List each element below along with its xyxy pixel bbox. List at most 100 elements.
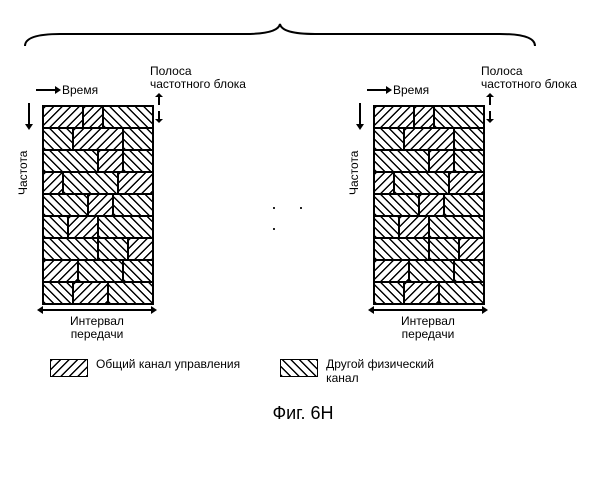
grid-cell [374, 172, 394, 194]
grid-row [374, 238, 484, 260]
grid-cell [123, 260, 153, 282]
legend-other-l2: канал [326, 371, 359, 385]
freq-label: Частота [16, 151, 30, 195]
band-label: Полоса частотного блока [150, 65, 246, 91]
time-arrow [36, 89, 56, 91]
grid-cell [88, 194, 113, 216]
grid-row [374, 282, 484, 304]
grid-row [43, 194, 153, 216]
interval-l2: передачи [402, 327, 455, 341]
band-label-l1: Полоса [481, 64, 523, 78]
grid-cell [43, 172, 63, 194]
grid-wrap-left [42, 105, 255, 305]
grid-cell [414, 106, 434, 128]
grid-cell [454, 150, 484, 172]
grid-cell [429, 150, 454, 172]
grid-row [374, 150, 484, 172]
panel-left: Время Полоса частотного блока Частота Ин… [20, 65, 255, 341]
grid-cell [68, 216, 98, 238]
grid-cell [404, 282, 439, 304]
grid-cell [73, 128, 123, 150]
legend-other-label: Другой физический канал [326, 357, 434, 385]
grid-cell [399, 216, 429, 238]
top-labels-right: Время Полоса частотного блока [351, 65, 586, 105]
band-label-l1: Полоса [150, 64, 192, 78]
swatch-common-icon [50, 359, 88, 377]
grid-cell [374, 282, 404, 304]
top-brace [20, 20, 540, 50]
grid-row [43, 260, 153, 282]
grid-cell [98, 238, 128, 260]
legend-common-text: Общий канал управления [96, 357, 240, 371]
grid-cell [123, 128, 153, 150]
grid-cell [439, 282, 484, 304]
grid-row [374, 106, 484, 128]
band-label: Полоса частотного блока [481, 65, 577, 91]
time-label: Время [62, 83, 98, 97]
grid-cell [83, 106, 103, 128]
time-arrow [367, 89, 387, 91]
grid-cell [429, 238, 459, 260]
grid-cell [98, 216, 153, 238]
grid-row [374, 128, 484, 150]
top-labels-left: Время Полоса частотного блока [20, 65, 255, 105]
freq-label: Частота [347, 151, 361, 195]
ellipsis: · · · [265, 197, 341, 239]
grid-row [43, 282, 153, 304]
grid-cell [459, 238, 484, 260]
interval-l2: передачи [71, 327, 124, 341]
grid-row [374, 172, 484, 194]
grid-row [43, 106, 153, 128]
interval-arrow [373, 309, 483, 311]
grid-cell [43, 282, 73, 304]
grid-cell [43, 106, 83, 128]
interval-label: Интервал передачи [42, 315, 152, 341]
grid-cell [73, 282, 108, 304]
grid-cell [43, 128, 73, 150]
grid-cell [374, 194, 419, 216]
figure-6h: Время Полоса частотного блока Частота Ин… [20, 20, 586, 424]
grid-cell [374, 238, 429, 260]
figure-caption: Фиг. 6H [20, 403, 586, 424]
grid-cell [419, 194, 444, 216]
legend-other: Другой физический канал [280, 357, 434, 385]
grid-cell [63, 172, 118, 194]
grid-row [43, 150, 153, 172]
grid-wrap-right [373, 105, 586, 305]
panels-row: Время Полоса частотного блока Частота Ин… [20, 65, 586, 341]
legend: Общий канал управления Другой физический… [50, 357, 586, 385]
grid-cell [374, 216, 399, 238]
panel-right: Время Полоса частотного блока Частота Ин… [351, 65, 586, 341]
grid-row [374, 216, 484, 238]
interval-l1: Интервал [401, 314, 455, 328]
grid-cell [43, 260, 78, 282]
band-label-l2: частотного блока [150, 77, 246, 91]
grid-cell [404, 128, 454, 150]
swatch-other-icon [280, 359, 318, 377]
interval-label: Интервал передачи [373, 315, 483, 341]
grid-cell [374, 260, 409, 282]
grid-cell [113, 194, 153, 216]
grid-cell [43, 150, 98, 172]
legend-common: Общий канал управления [50, 357, 240, 385]
resource-grid-right [373, 105, 485, 305]
grid-cell [394, 172, 449, 194]
interval-l1: Интервал [70, 314, 124, 328]
grid-cell [108, 282, 153, 304]
grid-cell [444, 194, 484, 216]
grid-row [43, 216, 153, 238]
grid-row [43, 128, 153, 150]
grid-cell [78, 260, 123, 282]
grid-row [374, 260, 484, 282]
grid-cell [118, 172, 153, 194]
grid-row [43, 172, 153, 194]
interval-arrow [42, 309, 152, 311]
grid-cell [43, 238, 98, 260]
grid-cell [429, 216, 484, 238]
grid-cell [454, 128, 484, 150]
freq-arrow [359, 103, 361, 125]
grid-cell [98, 150, 123, 172]
grid-cell [374, 106, 414, 128]
grid-cell [43, 194, 88, 216]
time-label: Время [393, 83, 429, 97]
